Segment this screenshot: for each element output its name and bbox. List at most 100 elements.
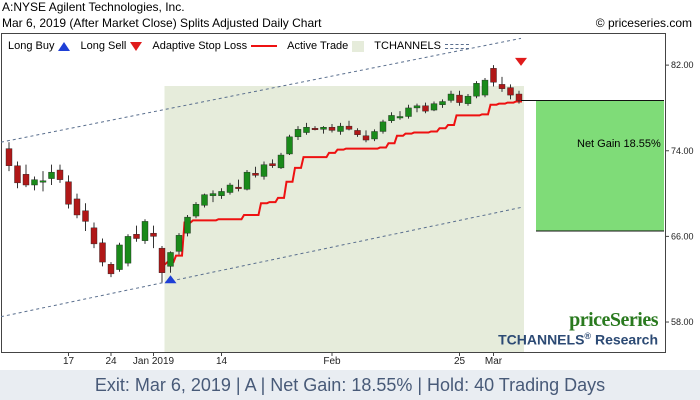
legend-tchannels-label: TCHANNELS — [374, 40, 441, 52]
candle-body — [48, 171, 55, 179]
net-gain-box — [536, 100, 664, 232]
y-tick-label: 58.00 — [671, 317, 694, 327]
y-tick-label: 82.00 — [671, 60, 694, 70]
candle-body — [39, 180, 47, 183]
candle-body — [184, 216, 191, 234]
candle-body — [481, 79, 489, 96]
candle-body — [150, 232, 157, 237]
y-tick-label: 74.00 — [671, 146, 694, 156]
channel-lower-line — [1, 206, 522, 318]
y-tick-label: 66.00 — [671, 231, 694, 241]
candle-body — [209, 193, 217, 196]
x-tick-label: 14 — [216, 356, 228, 367]
candle-body — [5, 148, 13, 166]
price-chart: 58.00 66.00 74.00 82.00 17 24 Jan 2019 14 Feb 25 M… — [1, 33, 694, 367]
candle-body — [269, 163, 276, 166]
candle-body — [311, 128, 319, 130]
candle-body — [243, 171, 251, 190]
candle-body — [388, 115, 395, 121]
brand-reg: ® — [584, 331, 592, 341]
x-tick-label: 17 — [63, 356, 75, 367]
legend-long-sell-label: Long Sell — [80, 40, 127, 52]
candle-body — [201, 194, 208, 206]
candle-body — [345, 125, 353, 130]
channel-lines-icon — [444, 43, 469, 49]
candle-body — [14, 165, 21, 184]
x-tick-label: Mar — [485, 356, 503, 367]
long-buy-arrow — [164, 275, 177, 284]
net-gain-label: Net Gain 18.55% — [577, 138, 661, 150]
candle-body — [73, 198, 81, 216]
candle-body — [235, 186, 242, 189]
buy-arrow-icon — [58, 41, 71, 51]
chart-title: A:NYSE Agilent Technologies, Inc. — [2, 0, 185, 14]
candle-body — [107, 264, 115, 275]
chart-subtitle: Mar 6, 2019 (After Market Close) Splits … — [2, 16, 322, 30]
candle-body — [413, 105, 421, 109]
candle-body — [422, 105, 429, 112]
candle-body — [396, 116, 404, 119]
candle-body — [515, 93, 523, 101]
candle-body — [498, 84, 506, 89]
candle-body — [252, 173, 259, 176]
candle-body — [124, 236, 132, 264]
x-tick-label: Jan 2019 — [133, 356, 175, 367]
legend-active-trade-label: Active Trade — [287, 40, 349, 52]
candle-body — [141, 221, 149, 241]
candle-body — [379, 121, 387, 132]
active-trade-swatch-icon — [352, 40, 365, 52]
candle-body — [192, 204, 200, 217]
candle-body — [294, 129, 302, 138]
candle-body — [303, 127, 310, 133]
trade-summary-footer: Exit: Mar 6, 2019 | A | Net Gain: 18.55%… — [0, 370, 700, 400]
candle-body — [371, 131, 378, 140]
candle-body — [65, 181, 72, 205]
sell-arrow-icon — [130, 41, 143, 51]
candle-body — [456, 94, 463, 103]
candle-body — [362, 135, 370, 141]
candle-body — [439, 101, 446, 105]
candle-body — [260, 164, 268, 177]
candle-body — [354, 130, 361, 135]
candle-body — [405, 107, 412, 117]
x-tick-label: Feb — [323, 356, 341, 367]
legend-tchannels: TCHANNELS — [374, 40, 469, 52]
candle-body — [328, 127, 336, 131]
adaptive-stop-line — [159, 100, 522, 266]
long-sell-arrow — [515, 57, 527, 66]
brand-tchannels: TCHANNELS — [498, 331, 585, 348]
candle-body — [82, 210, 89, 222]
legend-long-sell: Long Sell — [80, 40, 143, 52]
candle-body — [158, 247, 166, 273]
legend-active-trade: Active Trade — [287, 40, 365, 52]
candle-body — [320, 127, 327, 130]
candle-body — [167, 252, 174, 267]
candle-body — [31, 179, 38, 186]
stop-line-icon — [251, 45, 278, 47]
candle-body — [430, 103, 438, 111]
x-tick-label: 25 — [454, 356, 466, 367]
x-tick-label: 24 — [105, 356, 117, 367]
candle-body — [175, 235, 183, 252]
candle-body — [116, 244, 123, 270]
candle-body — [218, 191, 225, 196]
candle-body — [226, 184, 234, 193]
candle-body — [464, 95, 472, 104]
candle-body — [337, 125, 344, 132]
legend-long-buy: Long Buy — [8, 40, 71, 52]
candle-body — [286, 136, 293, 155]
candle-body — [99, 242, 106, 263]
channel-upper-line — [1, 37, 522, 143]
candle-body — [90, 227, 98, 245]
candle-body — [56, 169, 64, 180]
candle-body — [277, 154, 285, 169]
legend-adaptive-stop-label: Adaptive Stop Loss — [152, 40, 248, 52]
legend-long-buy-label: Long Buy — [8, 40, 55, 52]
candle-body — [133, 234, 140, 239]
candle-body — [490, 68, 497, 83]
brand-research: Research — [594, 331, 658, 348]
candle-body — [473, 83, 480, 97]
chart-legend: Long Buy Long Sell Adaptive Stop Loss Ac… — [8, 38, 479, 54]
priceseries-logo: priceSeries — [569, 309, 658, 331]
candle-body — [22, 174, 30, 186]
